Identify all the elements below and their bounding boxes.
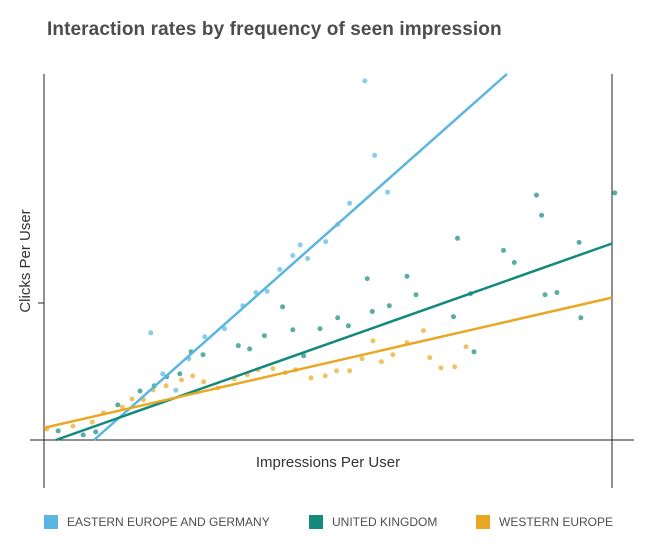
- data-point: [578, 315, 584, 321]
- data-point: [404, 273, 410, 279]
- data-point: [317, 326, 323, 332]
- legend-swatch-eastern-europe-germany: [44, 515, 58, 529]
- data-point: [297, 242, 303, 248]
- data-point: [290, 253, 296, 258]
- data-point: [200, 352, 206, 358]
- data-point: [280, 304, 286, 310]
- data-point: [345, 323, 351, 329]
- data-point: [511, 260, 517, 265]
- data-point: [347, 368, 353, 374]
- data-point: [177, 371, 183, 377]
- data-point: [305, 256, 311, 261]
- data-point: [55, 428, 61, 434]
- data-point: [370, 338, 376, 344]
- data-point: [369, 309, 375, 314]
- legend-item-eastern-europe-germany: EASTERN EUROPE AND GERMANY: [44, 512, 270, 532]
- data-point: [173, 387, 179, 393]
- data-point: [378, 359, 384, 365]
- data-point: [390, 352, 396, 358]
- data-points-layer: [44, 78, 618, 438]
- legend-label-western-europe: WESTERN EUROPE: [499, 515, 614, 529]
- data-point: [451, 314, 456, 320]
- data-point: [539, 212, 545, 218]
- data-point: [202, 334, 208, 340]
- trendline: [43, 296, 613, 430]
- data-point: [163, 383, 169, 389]
- data-point: [261, 333, 267, 339]
- data-point: [70, 423, 76, 429]
- data-point: [270, 366, 276, 372]
- data-point: [362, 78, 368, 84]
- data-point: [364, 276, 370, 282]
- data-point: [222, 326, 228, 332]
- legend-label-eastern-europe-germany: EASTERN EUROPE AND GERMANY: [67, 515, 270, 529]
- data-point: [301, 353, 307, 359]
- data-point: [471, 349, 477, 355]
- data-point: [372, 152, 378, 158]
- data-point: [201, 379, 207, 385]
- data-point: [89, 419, 95, 425]
- legend-item-united-kingdom: UNITED KINGDOM: [309, 512, 437, 532]
- data-point: [137, 388, 143, 394]
- legend-label-united-kingdom: UNITED KINGDOM: [332, 515, 438, 529]
- data-point: [277, 266, 283, 272]
- data-point: [347, 200, 353, 206]
- data-point: [323, 239, 329, 245]
- data-point: [247, 346, 253, 352]
- data-point: [115, 402, 121, 408]
- data-point: [420, 328, 426, 334]
- x-axis-label: Impressions Per User: [256, 454, 400, 471]
- data-point: [455, 235, 460, 241]
- data-point: [452, 364, 458, 370]
- data-point: [334, 368, 339, 374]
- data-point: [576, 239, 582, 245]
- data-point: [129, 396, 135, 402]
- data-point: [385, 189, 391, 195]
- trendline: [93, 73, 508, 441]
- data-point: [308, 375, 314, 381]
- data-point: [335, 315, 341, 321]
- data-point: [93, 429, 99, 435]
- data-point: [235, 343, 241, 349]
- data-point: [322, 373, 328, 379]
- y-axis-label: Clicks Per User: [17, 209, 34, 312]
- data-point: [612, 190, 618, 196]
- data-point: [148, 330, 154, 336]
- legend-swatch-western-europe: [476, 515, 490, 529]
- data-point: [542, 292, 548, 298]
- data-point: [290, 327, 296, 333]
- data-point: [264, 288, 270, 294]
- data-point: [501, 247, 506, 253]
- data-point: [463, 344, 469, 350]
- data-point: [80, 432, 86, 438]
- data-point: [190, 373, 196, 379]
- data-point: [179, 377, 184, 383]
- trendline: [55, 242, 613, 442]
- data-point: [160, 371, 166, 377]
- data-point: [554, 290, 560, 295]
- data-point: [438, 365, 444, 371]
- trendlines-layer: [43, 73, 613, 442]
- data-point: [427, 355, 433, 361]
- data-point: [534, 192, 539, 198]
- data-point: [359, 356, 365, 362]
- data-point: [386, 303, 392, 309]
- chart-title: Interaction rates by frequency of seen i…: [47, 19, 502, 40]
- legend-swatch-united-kingdom: [309, 515, 323, 529]
- data-point: [413, 292, 419, 298]
- legend-item-western-europe: WESTERN EUROPE: [476, 512, 613, 532]
